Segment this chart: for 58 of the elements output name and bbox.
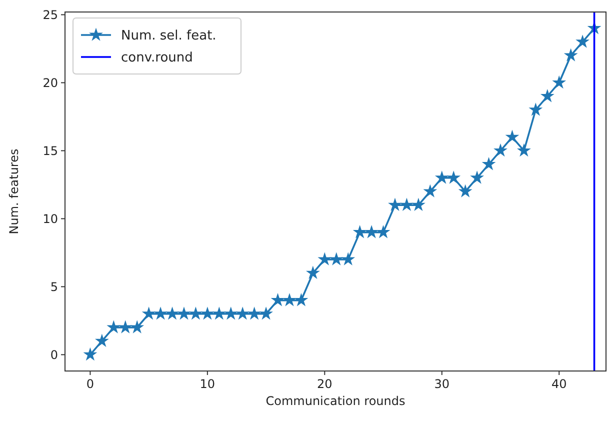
point xyxy=(423,184,438,198)
point xyxy=(165,306,180,320)
y-tick-label: 25 xyxy=(42,8,58,22)
point xyxy=(247,306,262,320)
point xyxy=(318,252,332,266)
x-tick-label: 40 xyxy=(551,377,567,391)
x-tick-label: 0 xyxy=(86,377,94,391)
point xyxy=(505,130,520,144)
x-tick-label: 30 xyxy=(434,377,450,391)
point xyxy=(411,198,426,212)
point xyxy=(154,306,168,320)
legend-label: Num. sel. feat. xyxy=(121,28,216,44)
point xyxy=(552,75,566,89)
point xyxy=(142,306,156,320)
point xyxy=(564,48,578,62)
point xyxy=(388,198,402,212)
x-tick-label: 10 xyxy=(200,377,216,391)
point xyxy=(200,306,214,320)
point xyxy=(352,224,367,238)
point xyxy=(282,292,296,306)
point xyxy=(329,252,344,266)
y-tick-label: 10 xyxy=(42,212,58,226)
x-tick-label: 20 xyxy=(317,377,332,391)
y-tick-label: 15 xyxy=(42,144,58,158)
legend-label: conv.round xyxy=(121,50,193,66)
point xyxy=(516,143,531,157)
point xyxy=(106,320,121,334)
point xyxy=(94,334,109,347)
point xyxy=(212,306,226,320)
point xyxy=(177,306,191,320)
y-tick-label: 0 xyxy=(50,348,58,362)
point xyxy=(434,170,449,184)
x-axis-title: Communication rounds xyxy=(266,394,406,408)
point xyxy=(400,198,414,212)
point xyxy=(528,102,543,116)
point xyxy=(446,170,461,184)
point xyxy=(259,306,273,320)
point xyxy=(341,252,356,266)
y-tick-label: 5 xyxy=(50,280,58,294)
y-axis-title: Num. features xyxy=(7,148,21,234)
point xyxy=(458,184,472,198)
point xyxy=(236,306,250,320)
point xyxy=(224,306,238,320)
point xyxy=(118,320,132,334)
point xyxy=(470,170,484,184)
point xyxy=(306,266,320,280)
point xyxy=(130,320,144,334)
point xyxy=(494,143,508,157)
point xyxy=(576,34,590,48)
point xyxy=(270,292,285,306)
point xyxy=(376,224,390,238)
point xyxy=(188,306,203,320)
point xyxy=(83,347,98,361)
point xyxy=(482,156,496,170)
point xyxy=(294,292,308,306)
point xyxy=(540,89,554,102)
y-tick-label: 20 xyxy=(42,76,58,90)
point xyxy=(364,224,378,238)
